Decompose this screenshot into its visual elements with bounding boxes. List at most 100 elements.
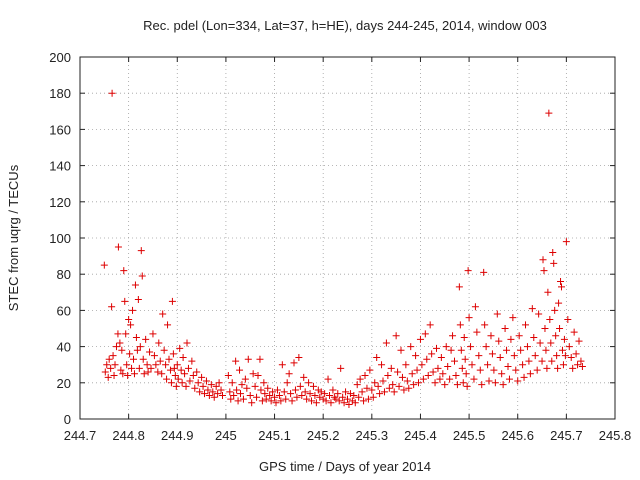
- data-point: [280, 388, 288, 396]
- data-point: [557, 277, 565, 285]
- data-point: [262, 395, 270, 403]
- data-point: [564, 315, 572, 323]
- data-point: [261, 390, 269, 398]
- data-point: [156, 357, 164, 365]
- data-point: [165, 355, 173, 363]
- data-point: [555, 299, 563, 307]
- data-point: [178, 379, 186, 387]
- data-point: [389, 381, 397, 389]
- data-point: [287, 390, 295, 398]
- data-point: [124, 372, 132, 380]
- data-point: [212, 382, 220, 390]
- data-point: [162, 361, 170, 369]
- data-point: [111, 361, 119, 369]
- data-point: [476, 366, 484, 374]
- data-point: [536, 339, 544, 347]
- data-point: [342, 388, 350, 396]
- data-point: [546, 315, 554, 323]
- data-point: [446, 375, 454, 383]
- data-point: [334, 390, 342, 398]
- data-point: [346, 390, 354, 398]
- data-point: [173, 361, 181, 369]
- data-point: [278, 361, 286, 369]
- data-point: [394, 368, 402, 376]
- data-point: [567, 353, 575, 361]
- data-point: [159, 310, 167, 318]
- data-point: [512, 366, 520, 374]
- data-point: [309, 382, 317, 390]
- data-point: [499, 381, 507, 389]
- data-point: [168, 297, 176, 305]
- data-point: [186, 377, 194, 385]
- data-point: [556, 325, 564, 332]
- data-point: [350, 391, 358, 399]
- data-point: [228, 379, 236, 387]
- data-point: [456, 321, 464, 329]
- data-point: [248, 399, 256, 407]
- y-tick-label: 140: [49, 159, 71, 174]
- data-point: [253, 393, 261, 401]
- data-point: [273, 386, 281, 394]
- data-point: [311, 391, 319, 399]
- data-point: [138, 272, 146, 280]
- data-point: [368, 386, 376, 394]
- data-point: [233, 386, 241, 394]
- data-point: [101, 368, 109, 376]
- data-point: [544, 288, 552, 296]
- data-point: [257, 386, 265, 394]
- data-point: [423, 355, 431, 363]
- data-point: [234, 397, 242, 405]
- data-point: [232, 357, 240, 365]
- data-point: [139, 355, 147, 363]
- data-point: [134, 296, 142, 304]
- data-point: [418, 361, 426, 369]
- data-point: [561, 352, 569, 360]
- data-point: [431, 379, 439, 387]
- data-point: [407, 343, 415, 351]
- data-point: [550, 259, 558, 267]
- data-point: [130, 355, 137, 363]
- data-point: [382, 339, 390, 347]
- data-point: [442, 343, 450, 351]
- data-point: [215, 379, 223, 387]
- y-tick-label: 80: [57, 267, 71, 282]
- data-point: [434, 364, 442, 372]
- data-point: [374, 382, 382, 390]
- data-point: [227, 395, 235, 403]
- data-point: [461, 355, 469, 363]
- data-point: [283, 379, 291, 387]
- data-point: [543, 364, 551, 372]
- data-point: [356, 375, 364, 383]
- data-point: [577, 357, 585, 365]
- y-tick-label: 40: [57, 340, 71, 355]
- data-point: [291, 386, 299, 394]
- data-point: [129, 306, 137, 314]
- data-point: [526, 370, 534, 378]
- data-point: [137, 247, 145, 255]
- data-point: [128, 364, 136, 372]
- data-point: [490, 366, 498, 374]
- data-point: [559, 361, 567, 369]
- data-point: [226, 388, 234, 396]
- data-point: [439, 370, 447, 378]
- data-point: [485, 377, 493, 385]
- data-point: [493, 310, 501, 318]
- data-point: [371, 379, 379, 387]
- data-point: [408, 370, 416, 378]
- data-point: [194, 379, 202, 387]
- data-point: [303, 395, 311, 403]
- data-point: [125, 315, 133, 323]
- data-point: [319, 395, 327, 403]
- data-point: [481, 321, 489, 329]
- data-point: [403, 377, 411, 385]
- data-point: [402, 361, 410, 369]
- data-point: [314, 386, 322, 394]
- data-point: [487, 332, 495, 340]
- data-point: [570, 328, 578, 336]
- data-point: [380, 388, 388, 396]
- data-point: [166, 366, 174, 374]
- data-point: [424, 372, 432, 380]
- data-point: [522, 321, 530, 329]
- data-point: [437, 353, 445, 361]
